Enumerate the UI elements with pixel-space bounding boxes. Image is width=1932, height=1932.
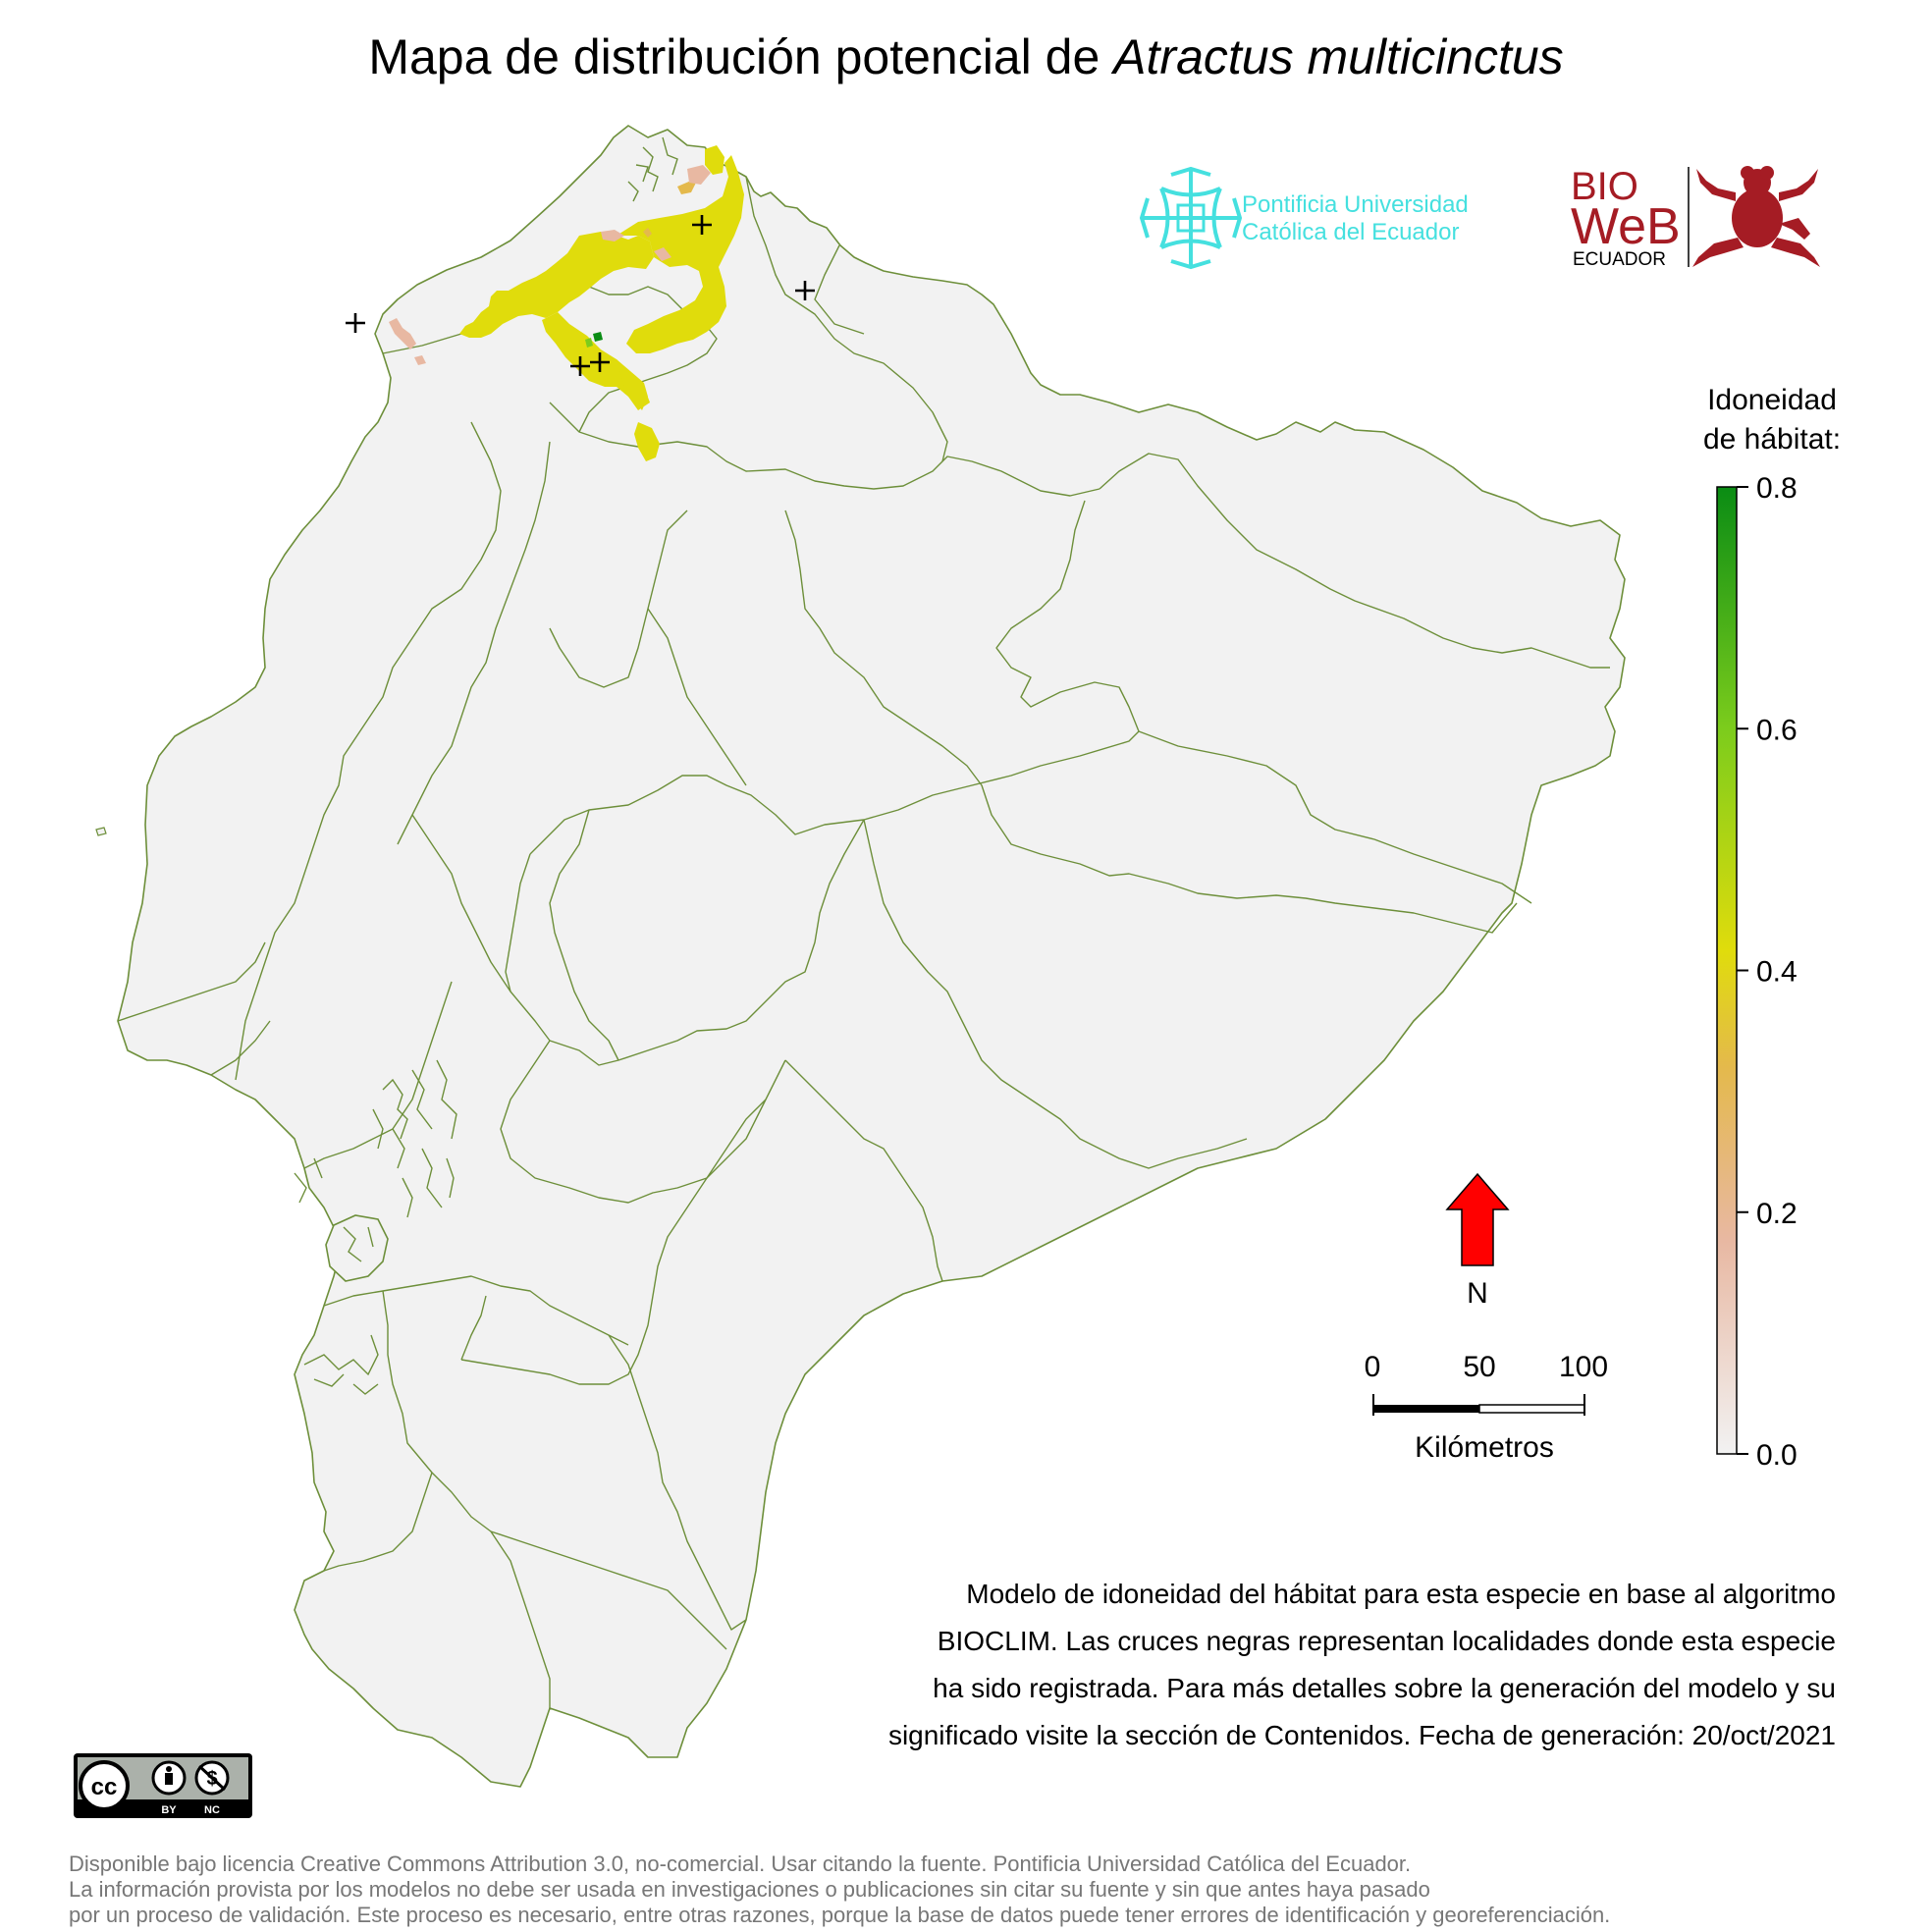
puce-name-line2: Católica del Ecuador: [1242, 219, 1460, 245]
cc-icon-text: cc: [91, 1774, 118, 1800]
record-marker: [692, 215, 712, 235]
legend: 0.8 0.6 0.4 0.2 0.0: [1716, 472, 1798, 1472]
legend-title-line2: de hábitat:: [1702, 423, 1842, 456]
license-line: Disponible bajo licencia Creative Common…: [69, 1852, 1412, 1876]
license-line: por un proceso de validación. Este proce…: [69, 1903, 1611, 1927]
scale-bar-label-50: 50: [1463, 1351, 1495, 1383]
non-commercial-icon: $: [194, 1760, 230, 1796]
bioweb-logo-line2: WeB: [1571, 198, 1681, 255]
legend-tick-label: 0.0: [1756, 1439, 1798, 1472]
caption-line: significado visite la sección de Conteni…: [887, 1720, 1836, 1750]
north-arrow-icon: [1445, 1172, 1510, 1266]
bioweb-logo: BIO WeB ECUADOR: [1571, 165, 1820, 270]
legend-colorbar: [1716, 486, 1738, 1455]
puce-logo-text: Pontificia Universidad Católica del Ecua…: [1242, 191, 1469, 246]
province-borders: [117, 176, 1610, 1708]
record-marker: [570, 356, 590, 376]
cc-by-label: BY: [161, 1804, 177, 1816]
legend-tick-label: 0.4: [1756, 956, 1798, 989]
legend-title-line1: Idoneidad: [1707, 384, 1837, 416]
bioweb-logo-line3: ECUADOR: [1573, 249, 1666, 270]
record-marker: [346, 313, 365, 333]
caption-line: Modelo de idoneidad del hábitat para est…: [966, 1579, 1836, 1609]
cc-nc-label: NC: [204, 1804, 220, 1816]
page-title: Mapa de distribución potencial de Atract…: [0, 20, 1932, 94]
north-arrow: N: [1445, 1172, 1510, 1310]
cc-license-badge: cc $ BY NC: [74, 1753, 252, 1818]
legend-tick-label: 0.2: [1756, 1198, 1798, 1230]
attribution-icon: [151, 1760, 187, 1796]
mangrove-estuaries: [294, 136, 678, 1395]
scale-bar-unit: Kilómetros: [1415, 1431, 1554, 1464]
scale-bar-label-100: 100: [1559, 1351, 1608, 1383]
frog-icon: [1692, 166, 1820, 267]
legend-ticks: 0.8 0.6 0.4 0.2 0.0: [1737, 472, 1798, 1472]
puce-name-line1: Pontificia Universidad: [1242, 191, 1469, 218]
scale-bar-label-0: 0: [1365, 1351, 1381, 1383]
legend-title: Idoneidad de hábitat:: [1669, 381, 1875, 459]
scale-bar: 0 50 100 Kilómetros: [1365, 1351, 1608, 1464]
license-line: La información provista por los modelos …: [69, 1877, 1430, 1902]
record-marker: [590, 352, 610, 372]
record-marker: [795, 281, 815, 300]
species-name: Atractus multicinctus: [1113, 29, 1564, 84]
map-caption: Modelo de idoneidad del hábitat para est…: [687, 1571, 1836, 1759]
north-arrow-label: N: [1467, 1277, 1488, 1310]
legend-tick-label: 0.6: [1756, 714, 1798, 746]
bioweb-logo-line1: BIO: [1571, 165, 1638, 208]
caption-line: ha sido registrada. Para más detalles so…: [933, 1673, 1836, 1703]
caption-line: BIOCLIM. Las cruces negras representan l…: [937, 1626, 1836, 1656]
legend-tick-label: 0.8: [1756, 472, 1798, 505]
cc-icon: cc: [79, 1760, 130, 1811]
license-notice: Disponible bajo licencia Creative Common…: [69, 1852, 1924, 1928]
country-land: [95, 125, 1626, 1788]
occurrence-records: [346, 215, 815, 376]
title-prefix: Mapa de distribución potencial de: [368, 29, 1114, 84]
suitability-raster: [389, 145, 744, 461]
puce-logo-icon: [1139, 166, 1243, 270]
